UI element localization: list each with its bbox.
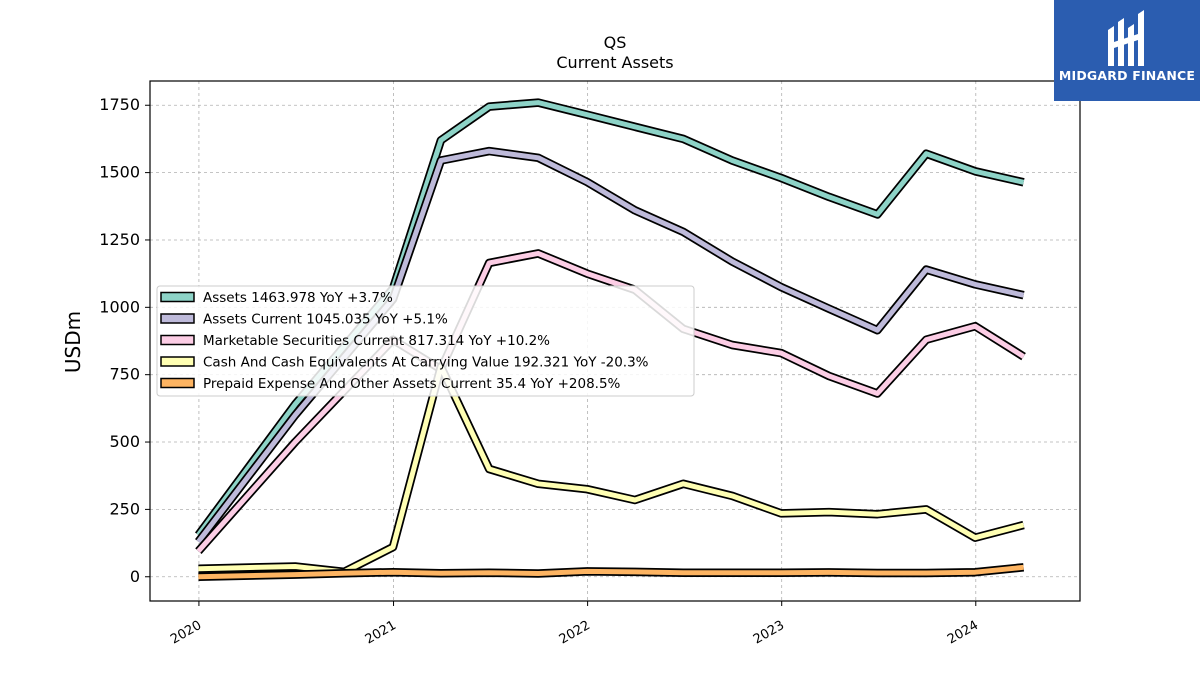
legend-swatch — [160, 313, 195, 324]
midgard-logo-icon — [1108, 10, 1144, 66]
y-tick-label: 1750 — [99, 95, 140, 114]
y-tick-label: 750 — [109, 365, 140, 384]
y-tick-label: 0 — [130, 567, 140, 586]
series-line-4 — [198, 564, 1024, 580]
chart-title: QS — [604, 33, 627, 52]
x-axis: 2020 2021 2022 2023 2024 — [168, 601, 981, 647]
series-line-3 — [198, 364, 1025, 575]
y-tick-label: 1250 — [99, 230, 140, 249]
plot-frame — [149, 80, 1081, 602]
legend-swatch — [160, 377, 195, 389]
legend-entry: Assets 1463.978 YoY +3.7% — [203, 290, 393, 306]
x-tick-label: 2020 — [168, 618, 204, 648]
y-tick-label: 1000 — [99, 297, 140, 316]
legend-entry: Assets Current 1045.035 YoY +5.1% — [203, 312, 448, 328]
x-tick-label: 2021 — [363, 618, 399, 648]
x-tick-label: 2023 — [751, 618, 787, 648]
y-tick-label: 1500 — [99, 163, 140, 182]
legend-swatch — [160, 291, 195, 303]
legend: Assets 1463.978 YoY +3.7% Assets Current … — [156, 285, 695, 397]
brand-logo: MIDGARD FINANCE — [1054, 0, 1200, 101]
legend-entry: Cash And Cash Equivalents At Carrying Va… — [203, 355, 649, 371]
series-line-1 — [196, 148, 1025, 544]
series-outline-3 — [198, 362, 1025, 577]
series-line-0 — [196, 100, 1025, 537]
x-tick-label: 2024 — [945, 618, 981, 648]
series-lines — [194, 98, 1026, 582]
x-tick-label: 2022 — [557, 618, 593, 648]
legend-swatch — [160, 356, 195, 367]
y-axis-label: USDm — [61, 311, 85, 373]
y-tick-label: 500 — [109, 432, 140, 451]
legend-entry: Marketable Securities Current 817.314 Yo… — [203, 333, 550, 349]
y-tick-label: 250 — [109, 499, 140, 518]
brand-name: MIDGARD FINANCE — [1058, 68, 1196, 83]
legend-entry: Prepaid Expense And Other Assets Current… — [203, 376, 621, 392]
chart-subtitle: Current Assets — [556, 53, 673, 72]
legend-box — [156, 285, 695, 397]
legend-swatch — [160, 334, 195, 346]
y-axis: 0 250 500 750 1000 1250 1500 1750 — [99, 95, 150, 586]
